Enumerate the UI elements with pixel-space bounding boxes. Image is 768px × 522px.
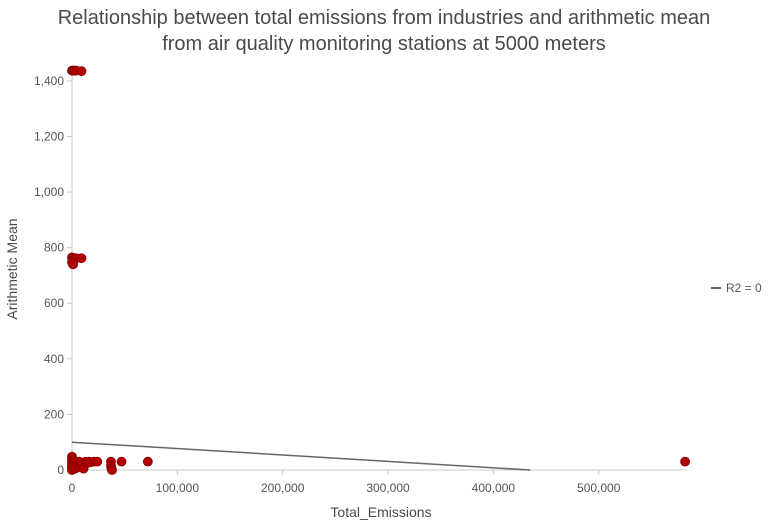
data-point [68,259,78,270]
legend-label: R2 = 0 [726,281,762,295]
x-axis-label: Total_Emissions [330,504,432,520]
x-tick-label: 200,000 [261,481,305,495]
x-tick-label: 100,000 [156,481,200,495]
y-tick-label: 800 [44,241,64,255]
y-tick-label: 200 [44,407,64,421]
y-tick-label: 0 [57,463,64,477]
data-point [107,465,117,475]
x-tick-label: 400,000 [472,481,516,495]
y-tick-label: 400 [44,352,64,366]
chart-title-line2: from air quality monitoring stations at … [162,33,606,55]
data-point [76,253,87,264]
y-tick-label: 1,000 [34,185,64,199]
legend: R2 = 0 [711,281,762,295]
data-point [76,66,87,77]
legend-swatch [711,287,721,289]
data-point [680,456,691,467]
chart-title-line1: Relationship between total emissions fro… [57,7,711,29]
y-tick-label: 600 [44,296,64,310]
trend-line [71,441,531,471]
y-tick-label: 1,200 [34,129,64,143]
x-tick-label: 0 [69,481,76,495]
data-point [116,456,127,467]
y-tick-label: 1,400 [34,74,64,88]
data-point [92,456,103,467]
x-tick-label: 300,000 [366,481,410,495]
data-point [142,456,153,467]
x-tick-label: 500,000 [577,481,621,495]
